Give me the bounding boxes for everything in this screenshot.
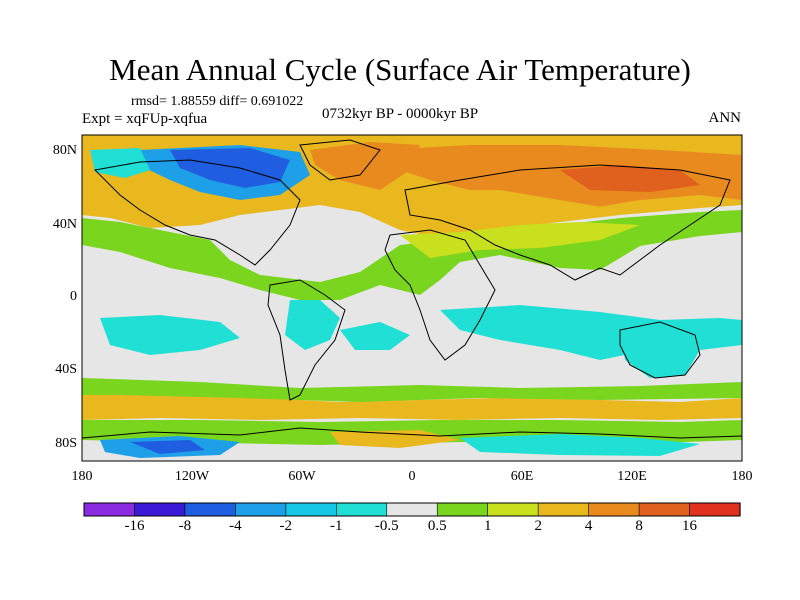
colorbar-tick-label: 1	[483, 518, 492, 534]
colorbar-tick-label: -2	[279, 518, 293, 534]
colorbar-frame	[83, 502, 741, 517]
south-america-coast	[267, 279, 346, 401]
colorbar-swatch	[537, 502, 590, 517]
colorbar-swatch	[588, 502, 640, 517]
lat-label-40n: 40N	[52, 217, 77, 232]
eurasia-yellow	[430, 190, 620, 222]
colorbar-tick-label: -1	[330, 518, 343, 534]
colorbar-swatch	[235, 502, 287, 517]
experiment-label: Expt = xqFUp-xqfua	[82, 111, 208, 127]
africa-coast	[384, 229, 496, 361]
antarctica-coast	[81, 427, 743, 439]
lon-label-60w: 60W	[288, 469, 316, 484]
colorbar-swatch	[336, 502, 388, 517]
lon-label-120w: 120W	[174, 469, 210, 484]
season-label: ANN	[708, 110, 742, 126]
australia-cyan	[620, 328, 700, 378]
lon-label-180w: 180	[71, 469, 93, 484]
stats-label: rmsd= 1.88559 diff= 0.691022	[131, 94, 304, 109]
east-pacific-cyan	[100, 315, 240, 355]
southern-ocean-green	[82, 378, 742, 402]
colorbar-tick-label: -0.5	[374, 518, 399, 534]
colorbar-tick-label: -16	[124, 518, 145, 534]
lon-label-180e: 180	[731, 469, 753, 484]
colorbar-tick-label: -4	[229, 518, 242, 534]
colorbar-swatch	[134, 502, 186, 517]
anomaly-fields	[82, 135, 742, 458]
colorbar-tick-label: -8	[178, 518, 192, 534]
lon-label-60e: 60E	[510, 469, 534, 484]
map-frame	[81, 134, 743, 462]
antarctic-cyan-east	[460, 434, 700, 456]
colorbar-tick-label: 16	[682, 518, 697, 534]
colorbar-swatch	[386, 502, 438, 517]
south-america-cyan	[285, 300, 340, 350]
alaska-cyan	[90, 148, 150, 178]
colorbar-swatch	[487, 502, 539, 517]
australia-coast	[619, 321, 701, 379]
colorbar-tick-label: 2	[534, 518, 542, 534]
eurasia-warm	[380, 145, 742, 210]
colorbar-swatch	[638, 502, 691, 517]
lat-label-80s: 80S	[55, 436, 77, 451]
colorbar-swatch	[285, 502, 337, 517]
greenland-coast	[299, 139, 381, 181]
plot-title: Mean Annual Cycle (Surface Air Temperatu…	[109, 52, 691, 87]
north-america-coast	[93, 159, 301, 266]
colorbar-tick-label: 4	[584, 518, 593, 534]
colorbar-swatch	[184, 502, 236, 517]
lon-label-120e: 120E	[617, 469, 647, 484]
period-label: 0732kyr BP - 0000kyr BP	[322, 106, 479, 122]
lon-label-0: 0	[408, 469, 416, 484]
eurasia-coast	[404, 164, 731, 281]
colorbar-swatch	[83, 502, 136, 517]
colorbar-swatch	[689, 502, 741, 517]
canada-cold-darkblue	[170, 148, 290, 188]
antarctic-yellow	[330, 430, 460, 448]
colorbar	[83, 502, 741, 517]
lat-label-0: 0	[70, 289, 77, 304]
lat-label-40s: 40S	[55, 362, 77, 377]
siberia-darkorange	[560, 165, 700, 192]
north-atlantic-warm	[310, 142, 420, 190]
lat-label-80n: 80N	[52, 143, 77, 158]
coastlines	[81, 139, 743, 439]
colorbar-tick-label: 0.5	[427, 518, 447, 534]
antarctic-darkblue	[130, 440, 205, 454]
north-subtropic-yellow	[400, 222, 640, 258]
south-atlantic-cyan	[340, 322, 410, 350]
colorbar-swatch	[436, 502, 489, 517]
colorbar-tick-label: 8	[635, 518, 643, 534]
southern-ocean-yellow	[82, 393, 742, 420]
